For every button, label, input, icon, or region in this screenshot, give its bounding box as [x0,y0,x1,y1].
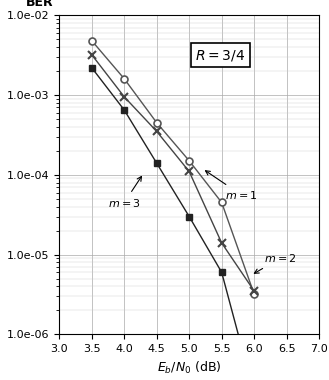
Text: $R = 3/4$: $R = 3/4$ [195,48,245,63]
Text: $m = 2$: $m = 2$ [254,252,296,273]
Text: $m = 3$: $m = 3$ [108,176,141,209]
Text: BER: BER [25,0,53,9]
Text: $m = 1$: $m = 1$ [206,171,257,201]
X-axis label: $E_b/N_0$ (dB): $E_b/N_0$ (dB) [157,360,221,376]
